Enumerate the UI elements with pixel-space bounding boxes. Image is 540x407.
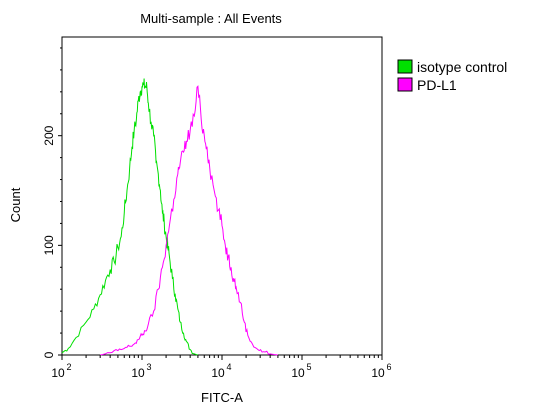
series-line-1: [61, 78, 199, 356]
legend: isotype control PD-L1: [397, 59, 507, 93]
legend-label: isotype control: [417, 59, 507, 75]
plot-area: [61, 36, 383, 356]
x-tick-exponent: 3: [146, 362, 151, 372]
x-tick-label: 10: [371, 366, 385, 380]
y-axis-label: Count: [8, 187, 23, 222]
x-tick-label: 10: [51, 366, 65, 380]
series-layer: [61, 78, 278, 356]
x-tick-label: 10: [291, 366, 305, 380]
legend-swatch: [397, 77, 413, 92]
x-tick-exponent: 6: [386, 362, 391, 372]
x-tick-exponent: 5: [306, 362, 311, 372]
legend-label: PD-L1: [417, 77, 457, 93]
y-tick-label: 100: [42, 235, 56, 255]
x-tick-exponent: 4: [226, 362, 231, 372]
series-line-2: [100, 85, 278, 356]
y-tick-label: 0: [42, 351, 56, 358]
legend-swatch: [397, 59, 413, 74]
chart-title: Multi-sample : All Events: [140, 11, 282, 26]
x-tick-label: 10: [211, 366, 225, 380]
x-tick-exponent: 2: [66, 362, 71, 372]
x-tick-label: 10: [131, 366, 145, 380]
x-axis-label: FITC-A: [201, 390, 243, 405]
y-tick-label: 200: [42, 125, 56, 145]
